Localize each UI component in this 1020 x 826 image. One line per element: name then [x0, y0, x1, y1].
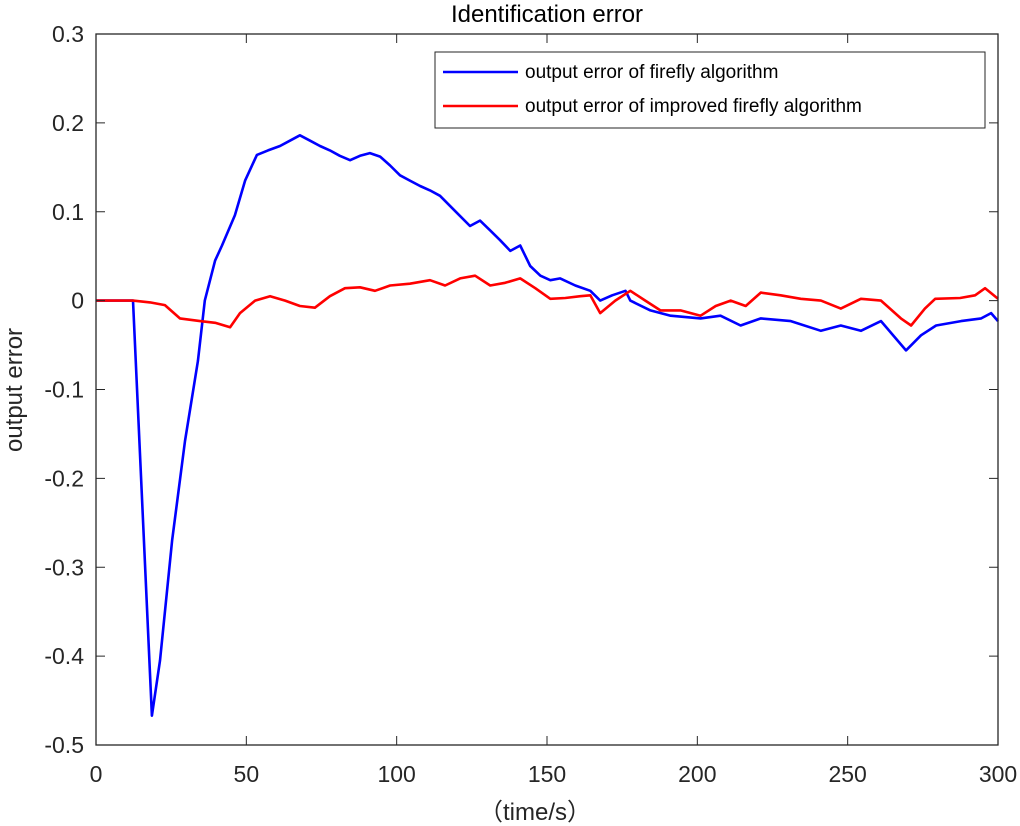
series-improved-firefly-line	[96, 274, 999, 329]
y-tick-label: 0	[71, 288, 84, 314]
y-tick-label: -0.2	[44, 465, 84, 491]
y-tick-label: -0.5	[44, 732, 84, 758]
y-tick-label: 0.3	[52, 21, 84, 47]
legend-label-improved-firefly: output error of improved firefly algorit…	[525, 96, 862, 117]
plot-lines	[96, 134, 999, 718]
x-axis: 0 50 100 150 200 250 300	[90, 34, 1017, 787]
y-tick-label: 0.2	[52, 110, 84, 136]
x-tick-label: 150	[528, 761, 566, 787]
y-tick-label: -0.3	[44, 554, 84, 580]
legend-box	[434, 51, 986, 129]
x-tick-label: 50	[234, 761, 260, 787]
y-tick-label: -0.1	[44, 377, 84, 403]
x-tick-label: 100	[377, 761, 415, 787]
legend: output error of firefly algorithm output…	[434, 51, 986, 129]
x-tick-label: 200	[678, 761, 716, 787]
y-axis-label: output error	[1, 328, 28, 452]
x-tick-label: 250	[828, 761, 866, 787]
x-tick-label: 300	[979, 761, 1017, 787]
x-axis-label: （time/s）	[479, 799, 591, 826]
series-firefly-line	[96, 134, 999, 718]
x-tick-label: 0	[90, 761, 103, 787]
y-axis: 0.3 0.2 0.1 0 -0.1 -0.2 -0.3 -0.4 -0.5	[44, 21, 998, 758]
legend-label-firefly: output error of firefly algorithm	[525, 62, 778, 83]
plot-area-frame	[95, 33, 999, 746]
chart-title: Identification error	[451, 1, 643, 28]
y-tick-label: 0.1	[52, 199, 84, 225]
y-tick-label: -0.4	[44, 643, 84, 669]
